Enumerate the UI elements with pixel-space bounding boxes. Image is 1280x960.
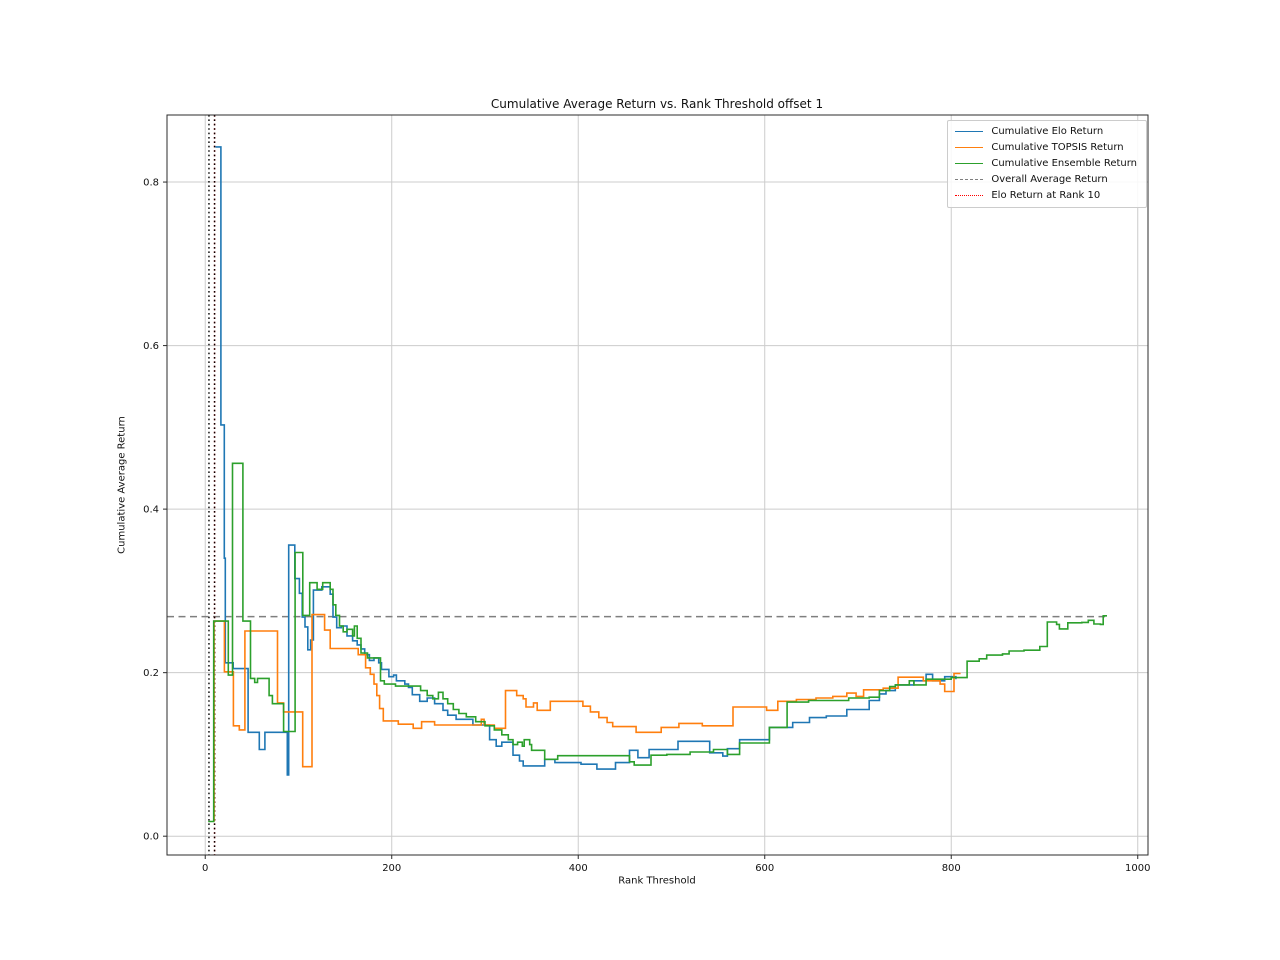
legend: Cumulative Elo Return Cumulative TOPSIS R… [947, 120, 1147, 208]
axes-spines [166, 114, 1149, 856]
y-tick-label: 0.2 [143, 668, 159, 679]
legend-line-sample [955, 195, 984, 196]
legend-item-label: Elo Return at Rank 10 [991, 190, 1101, 201]
x-tick-label: 0 [202, 863, 208, 874]
x-tick-label: 200 [382, 863, 401, 874]
legend-item-label: Cumulative Ensemble Return [991, 158, 1137, 169]
x-axis-label: Rank Threshold [618, 875, 696, 887]
series-cumulative-topsis-return [213, 613, 961, 822]
legend-line-sample [955, 147, 984, 148]
legend-line-sample [955, 131, 984, 132]
series-cumulative-ensemble-return [208, 462, 1107, 823]
legend-item: Cumulative Elo Return [955, 125, 1137, 138]
legend-item-label: Cumulative Elo Return [991, 126, 1104, 137]
chart-title: Cumulative Average Return vs. Rank Thres… [490, 97, 824, 111]
x-tick-label: 1000 [1125, 863, 1150, 874]
y-axis-label: Cumulative Average Return [116, 416, 128, 554]
x-tick-label: 800 [942, 863, 961, 874]
legend-item-label: Overall Average Return [991, 174, 1108, 185]
legend-item-label: Cumulative TOPSIS Return [991, 142, 1124, 153]
legend-item: Cumulative TOPSIS Return [955, 141, 1137, 154]
y-tick-label: 0.0 [143, 832, 159, 843]
y-tick-label: 0.4 [143, 505, 159, 516]
legend-item: Elo Return at Rank 10 [955, 189, 1137, 202]
legend-line-sample [955, 179, 984, 180]
x-tick-label: 600 [755, 863, 774, 874]
legend-item: Overall Average Return [955, 173, 1137, 186]
legend-item: Cumulative Ensemble Return [955, 157, 1137, 170]
y-tick-label: 0.6 [143, 341, 159, 352]
legend-line-sample [955, 163, 984, 164]
y-tick-label: 0.8 [143, 178, 159, 189]
series-cumulative-elo-return [215, 146, 957, 776]
x-tick-label: 400 [569, 863, 588, 874]
